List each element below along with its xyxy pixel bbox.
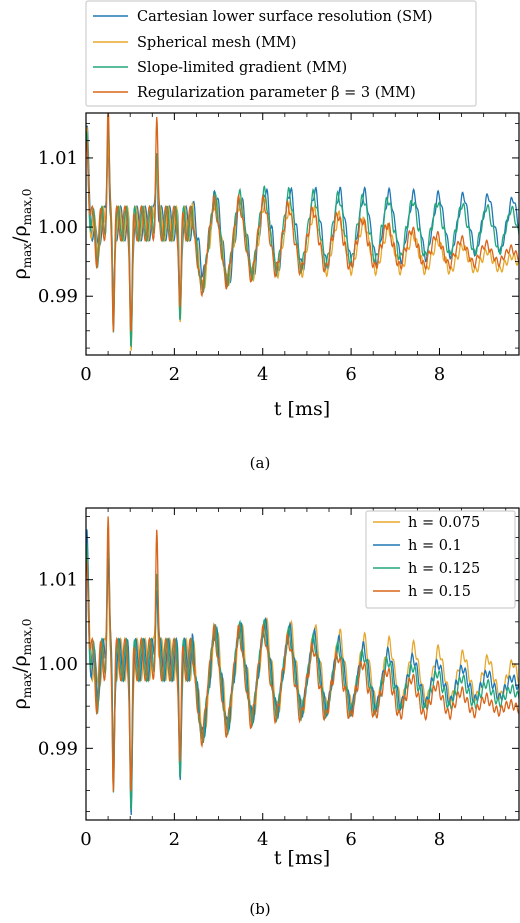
plot-a-lines [86,113,519,351]
y-tick-label-a-1: 1.00 [38,217,78,238]
series-line-b-4 [86,516,519,792]
y-axis-label-b: ρmax/ρmax,0 [9,619,34,710]
legend-a-label-2: Spherical mesh (MM) [137,35,296,51]
plot-b-lines [86,516,519,815]
y-tick-label-b-0: 0.99 [38,738,78,759]
legend-b: h = 0.075 h = 0.1 h = 0.125 h = 0.15 [365,510,516,609]
x-axis-label-a: t [ms] [274,398,330,420]
x-tick-label-a-0: 0 [80,364,91,385]
x-tick-label-b-1: 2 [169,829,180,850]
y-tick-label-b-2: 1.01 [38,570,78,591]
panel-a: 0 2 4 6 8 0.99 1.00 1.01 t [ms] ρmax/ρmax,0 (a) [9,112,520,472]
y-tick-label-a-0: 0.99 [38,286,78,307]
x-tick-label-a-2: 4 [257,364,268,385]
legend-a-label-1: Cartesian lower surface resolution (SM) [137,9,433,25]
x-tick-label-a-3: 6 [345,364,356,385]
legend-a-frame [85,0,477,107]
legend-b-label-1: h = 0.075 [408,515,480,531]
legend-b-label-3: h = 0.125 [408,561,480,577]
plot-b-ticks: 0 2 4 6 8 0.99 1.00 1.01 [38,508,519,850]
x-tick-label-a-4: 8 [434,364,445,385]
legend-a-label-3: Slope-limited gradient (MM) [137,60,347,76]
y-tick-label-a-2: 1.01 [38,148,78,169]
panel-b-caption: (b) [249,900,270,918]
x-tick-label-b-2: 4 [257,829,268,850]
x-axis-label-b: t [ms] [274,847,330,869]
panel-b: 0 2 4 6 8 0.99 1.00 1.01 t [ms] ρmax/ρmax,0 (b)… [9,507,520,918]
legend-a: Cartesian lower surface resolution (SM) … [85,0,477,107]
x-tick-label-b-4: 8 [434,829,445,850]
x-tick-label-b-3: 6 [345,829,356,850]
y-axis-label-a: ρmax/ρmax,0 [9,189,34,280]
x-tick-label-b-0: 0 [80,829,91,850]
legend-a-label-4: Regularization parameter β = 3 (MM) [137,85,416,101]
series-line-a-4 [86,113,519,332]
panel-a-caption: (a) [250,454,271,472]
y-tick-label-b-1: 1.00 [38,654,78,675]
x-tick-label-a-1: 2 [169,364,180,385]
legend-b-label-4: h = 0.15 [408,584,471,600]
legend-b-frame [365,510,516,609]
plot-a-ticks: 0 2 4 6 8 0.99 1.00 1.01 [38,113,519,385]
legend-b-label-2: h = 0.1 [408,538,462,554]
plot-a-frame [85,112,520,356]
